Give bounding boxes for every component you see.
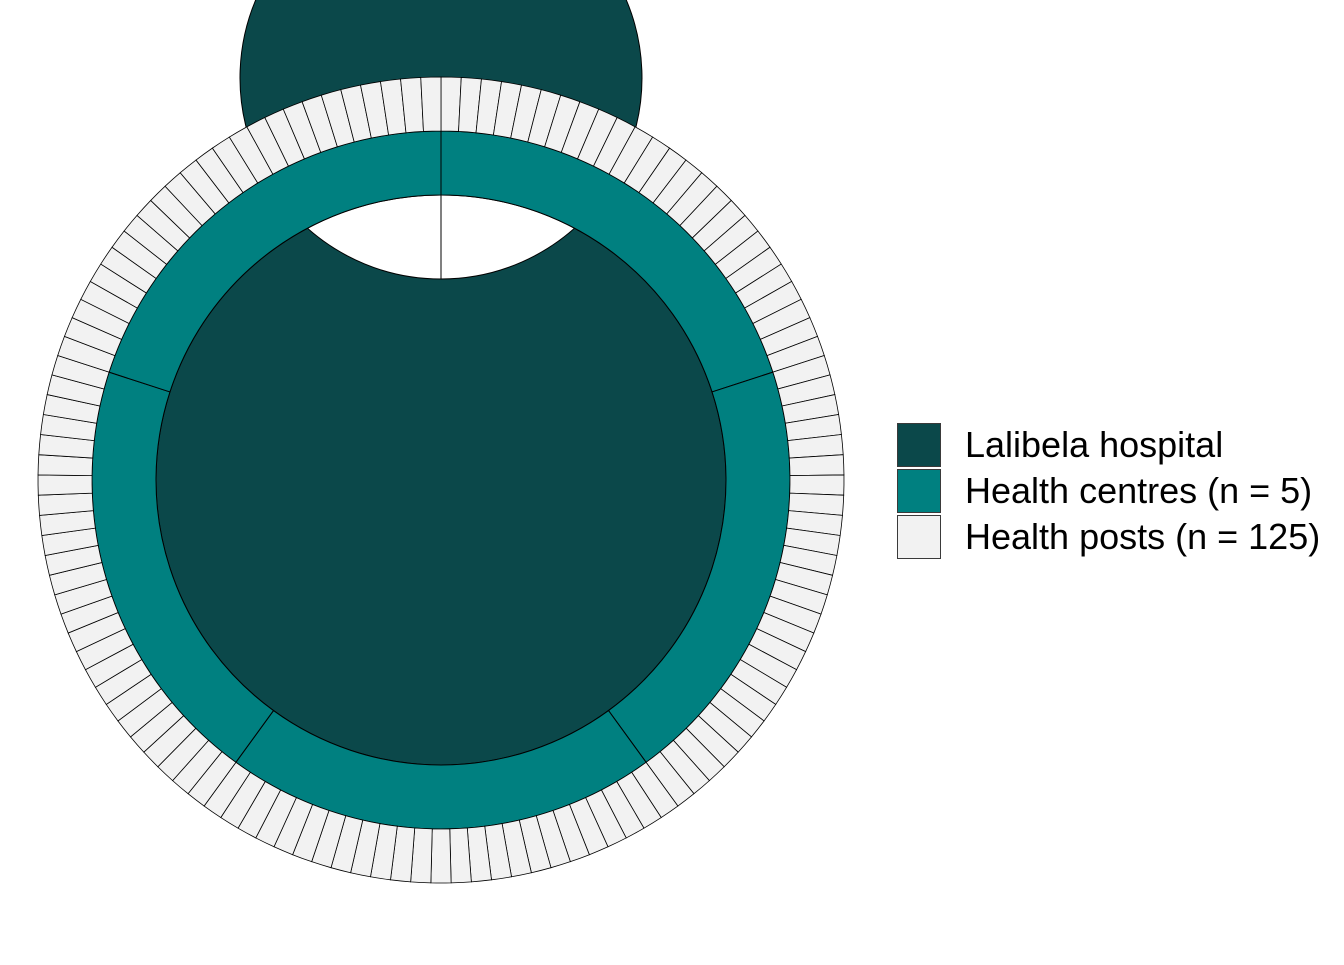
ring-3-segment-62 [449, 827, 472, 884]
ring-3-segment-125 [420, 76, 442, 132]
ring-3-segment-63 [430, 828, 452, 884]
legend-item-health-centres: Health centres (n = 5) [897, 468, 1320, 514]
ring-3-segment-32 [789, 474, 845, 496]
legend-swatch-hospital [897, 423, 941, 467]
legend-label-health-centres: Health centres (n = 5) [965, 470, 1313, 511]
legend-swatch-health-posts [897, 515, 941, 559]
ring-3-segment-31 [788, 454, 845, 477]
legend-item-hospital: Lalibela hospital [897, 422, 1320, 468]
legend-label-health-posts: Health posts (n = 125) [965, 516, 1321, 557]
legend-item-health-posts: Health posts (n = 125) [897, 514, 1320, 560]
legend-label-hospital: Lalibela hospital [965, 424, 1224, 465]
legend: Lalibela hospital Health centres (n = 5)… [897, 422, 1320, 560]
ring-3-segment-94 [37, 474, 93, 496]
ring-3 [37, 76, 845, 884]
ring-3-segment-1 [440, 76, 462, 132]
legend-swatch-health-centres [897, 469, 941, 513]
